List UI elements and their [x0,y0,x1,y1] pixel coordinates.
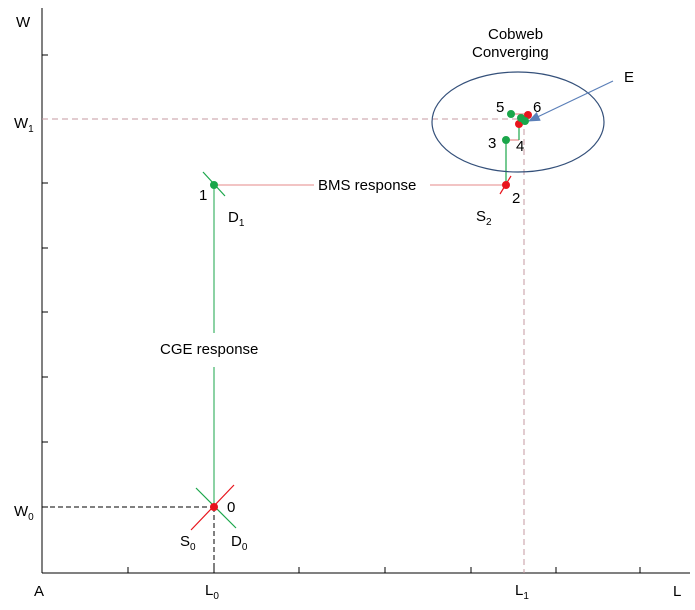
equilibrium-cluster-b [521,117,529,125]
point-5-label: 5 [496,99,504,116]
s0-label: S0 [180,533,196,553]
point-3-label: 3 [488,135,496,152]
l1-label: L1 [515,582,529,602]
y-axis-ticks [42,54,48,508]
d0-label: D0 [231,533,248,553]
d1-label: D1 [228,209,245,229]
point-0-marker [210,503,218,511]
cobweb-label-line1: Cobweb [488,26,543,43]
equilibrium-arrow [527,80,614,122]
point-6-label: 6 [533,99,541,116]
x-axis-label: L [673,583,681,600]
origin-label: A [34,583,44,600]
point-5-marker [507,110,515,118]
convergence-ellipse [431,71,605,173]
point-4-label: 4 [516,138,524,155]
y-axis-label: W [16,14,31,31]
point-3-marker [502,136,510,144]
point-2-marker [502,181,510,189]
cge-response-label: CGE response [160,341,258,358]
w1-label: W1 [14,115,34,135]
cobweb-label-line2: Converging [472,44,549,61]
l0-label: L0 [205,582,219,602]
point-2-label: 2 [512,190,520,207]
point-1-label: 1 [199,187,207,204]
point-6-marker [524,111,532,119]
w0-label: W0 [14,503,34,523]
bms-response-label: BMS response [318,177,416,194]
equilibrium-label: E [624,69,634,86]
s2-label: S2 [476,208,492,228]
x-axis-ticks [127,567,641,573]
point-1-marker [210,181,218,189]
point-0-label: 0 [227,499,235,516]
